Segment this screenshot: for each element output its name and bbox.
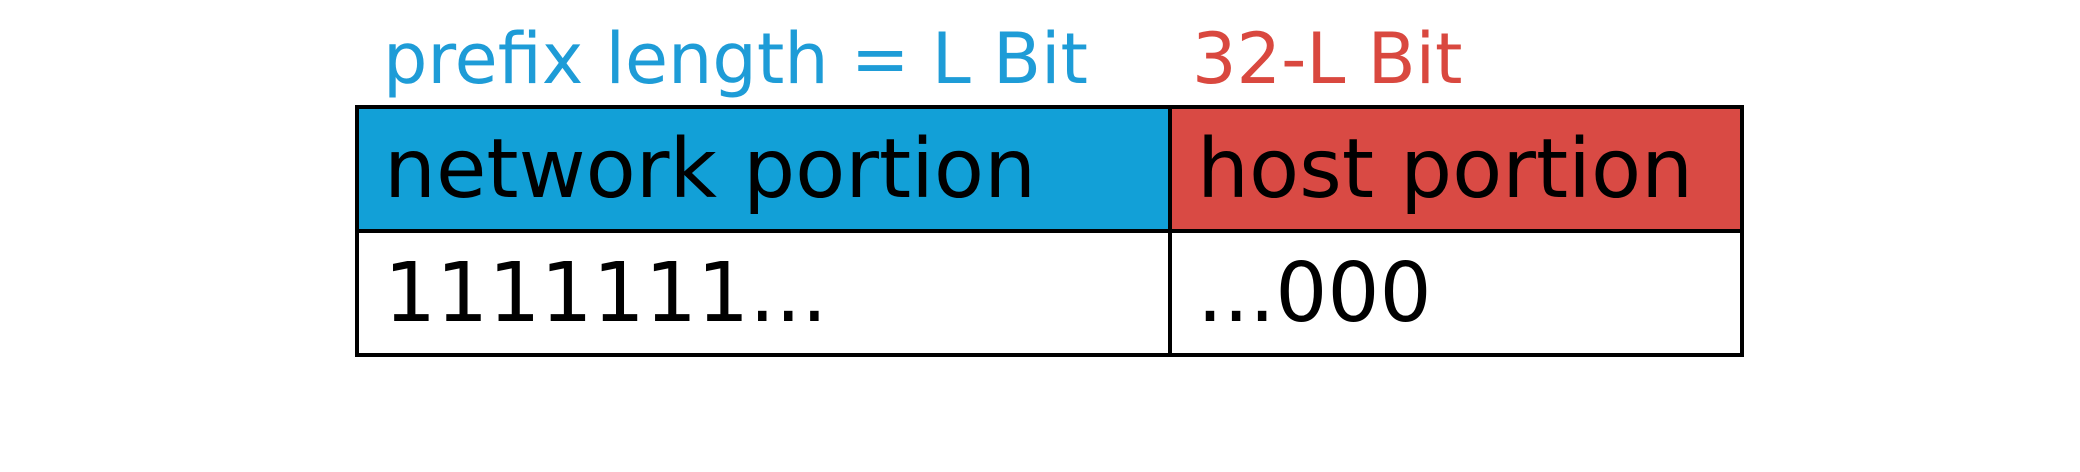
host-portion-header: host portion [1168, 109, 1740, 233]
network-portion-header: network portion [359, 109, 1168, 233]
host-bits-cell: ...000 [1168, 233, 1740, 353]
network-bits-cell: 1111111... [359, 233, 1168, 353]
network-prefix-label: prefix length = L Bit [383, 18, 1088, 100]
host-bits-label: 32-L Bit [1192, 18, 1463, 100]
ip-address-table: network portion host portion 1111111... … [355, 105, 1744, 357]
